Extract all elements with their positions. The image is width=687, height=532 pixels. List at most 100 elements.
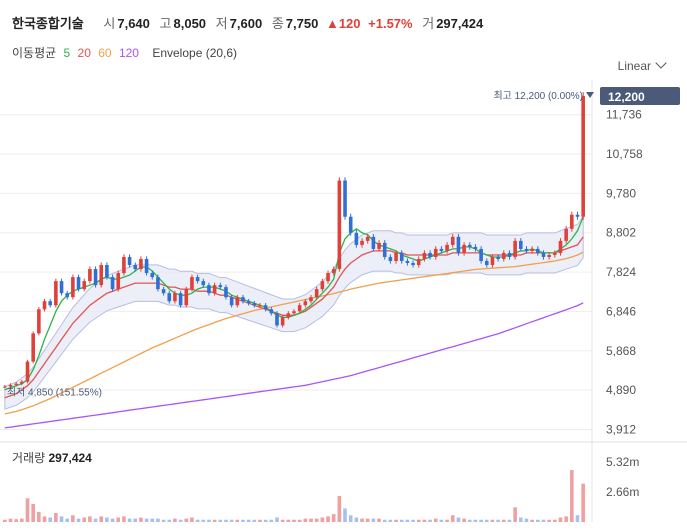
volume-bar [99, 516, 104, 522]
volume-bar [195, 519, 200, 522]
high-label: 고 [159, 16, 172, 31]
candle-body [110, 277, 115, 290]
candle-body [490, 256, 495, 266]
candle-body [575, 214, 580, 217]
candle-body [450, 236, 455, 245]
volume-tick-label: 5.32m [606, 455, 639, 469]
volume-bar [150, 518, 155, 522]
candle-body [275, 313, 279, 326]
candle-body [252, 303, 257, 306]
candle-body [144, 258, 149, 274]
candle-body [150, 273, 155, 278]
volume-bar [399, 519, 404, 522]
candle-body [524, 248, 529, 251]
candle-body [530, 248, 534, 251]
candle-body [303, 301, 308, 306]
candle-body [292, 311, 296, 314]
volume-bar [456, 517, 461, 522]
volume-bar [570, 470, 574, 522]
volume-bar [518, 517, 523, 522]
volume-bar [445, 519, 449, 522]
volume-bar [382, 519, 387, 522]
candle-body [331, 269, 336, 274]
candle-body [518, 240, 523, 249]
candle-body [93, 269, 98, 286]
volume-bar [207, 519, 211, 522]
y-tick-label: 11,736 [606, 108, 642, 122]
candle-body [394, 252, 398, 261]
volume-bar [501, 519, 506, 522]
volume-bar [42, 516, 47, 522]
candle-body [269, 309, 274, 314]
volume-bar [292, 519, 296, 522]
candle-body [377, 242, 381, 249]
volume-bar [212, 519, 217, 522]
volume-bar [326, 516, 330, 522]
open-label: 시 [103, 16, 116, 31]
y-tick-label: 3,912 [606, 422, 636, 436]
volume-bar [88, 516, 92, 522]
ma5-legend[interactable]: 5 [63, 46, 71, 60]
scale-selector[interactable]: Linear [617, 57, 667, 73]
volume-bar [127, 518, 132, 522]
volume-bar [31, 503, 35, 522]
volume-bar [309, 518, 313, 522]
candle-body [343, 180, 347, 217]
volume-bar [297, 519, 302, 522]
y-tick-label: 9,780 [606, 186, 636, 200]
scale-label: Linear [617, 59, 651, 73]
volume-bar [337, 496, 342, 522]
open-value: 7,640 [117, 16, 150, 31]
candle-body [173, 293, 177, 302]
candle-body [258, 305, 262, 307]
candle-body [405, 260, 410, 263]
volume-bar [269, 519, 274, 522]
ma60-legend[interactable]: 60 [98, 46, 112, 60]
candle-body [411, 263, 415, 266]
volume-bar [71, 515, 75, 522]
volume-bar [428, 519, 432, 522]
candle-body [547, 254, 551, 257]
candle-body [48, 301, 52, 306]
volume-panel-title: 거래량 [12, 451, 46, 465]
candle-body [212, 285, 217, 294]
candle-body [25, 361, 30, 382]
candle-body [570, 214, 574, 229]
volume-bar [433, 518, 438, 522]
candle-body [201, 281, 206, 286]
volume-bar [411, 519, 415, 522]
volume-bar [93, 518, 98, 522]
envelope-legend[interactable]: Envelope (20,6) [152, 46, 238, 60]
volume-bar [246, 519, 251, 522]
candle-body [314, 289, 319, 298]
candle-body [297, 305, 302, 312]
candle-body [581, 96, 585, 217]
volume-value: 297,424 [436, 16, 484, 31]
volume-bar [65, 518, 70, 522]
ma20-legend[interactable]: 20 [77, 46, 91, 60]
volume-bar [190, 517, 194, 522]
high-value: 8,050 [173, 16, 207, 31]
volume-bar [252, 519, 257, 522]
volume-bar [473, 519, 478, 522]
volume-bar [224, 519, 228, 522]
candle-body [139, 258, 143, 270]
y-tick-label: 7,824 [606, 265, 636, 279]
volume-bar [377, 518, 381, 522]
change-percent: +1.57% [368, 16, 413, 31]
volume-bar [110, 518, 115, 522]
volume-bar [76, 518, 81, 522]
volume-bar [116, 517, 121, 522]
candle-body [382, 242, 387, 257]
ma120-line [4, 302, 584, 429]
indicator-legend[interactable]: 이동평균 5 20 60 120 Envelope (20,6) [12, 44, 241, 61]
candle-body [82, 281, 87, 290]
ma120-legend[interactable]: 120 [118, 46, 139, 60]
volume-bar [331, 514, 336, 522]
candle-body [371, 236, 376, 249]
volume-bar [184, 518, 189, 522]
candle-body [42, 301, 47, 310]
volume-bar [275, 517, 279, 522]
volume-bar [280, 519, 285, 522]
